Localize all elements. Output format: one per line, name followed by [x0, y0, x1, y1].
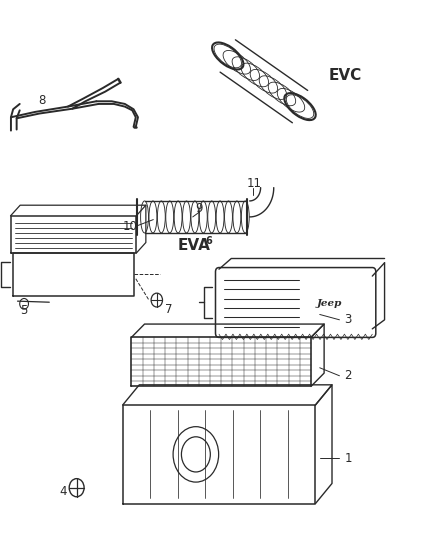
- Text: Jeep: Jeep: [317, 299, 342, 308]
- Text: 10: 10: [123, 220, 138, 233]
- Text: 4: 4: [60, 485, 67, 498]
- Text: 5: 5: [21, 304, 28, 317]
- Text: 7: 7: [165, 303, 173, 316]
- Text: 2: 2: [344, 369, 352, 382]
- Text: 8: 8: [38, 94, 45, 107]
- Text: 11: 11: [247, 177, 261, 190]
- Text: 3: 3: [345, 313, 352, 326]
- Text: EVA: EVA: [177, 238, 210, 253]
- Text: 1: 1: [344, 452, 352, 465]
- Text: 6: 6: [205, 237, 212, 246]
- Text: EVC: EVC: [328, 68, 362, 83]
- Text: 9: 9: [195, 203, 203, 215]
